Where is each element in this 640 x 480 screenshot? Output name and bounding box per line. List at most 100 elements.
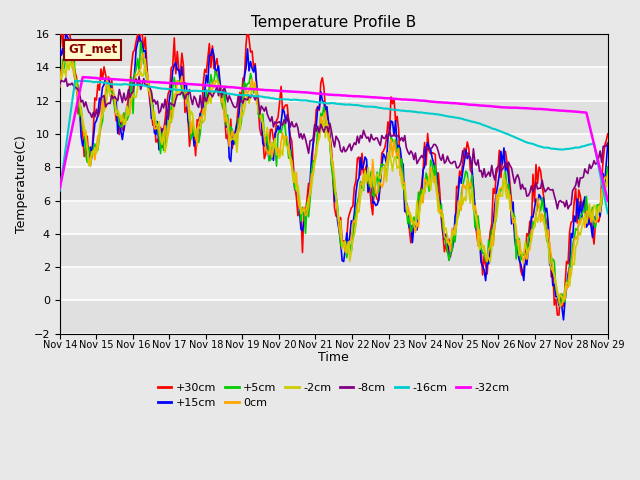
Bar <box>60 267 608 300</box>
-8cm <box>123 95 131 101</box>
-2cm <box>577 232 584 238</box>
Legend: +30cm, +15cm, +5cm, 0cm, -2cm, -8cm, -16cm, -32cm: +30cm, +15cm, +5cm, 0cm, -2cm, -8cm, -16… <box>154 378 514 413</box>
X-axis label: Time: Time <box>318 351 349 364</box>
+5cm <box>297 218 305 224</box>
+30cm <box>297 209 305 215</box>
-8cm <box>554 206 561 212</box>
Title: Temperature Profile B: Temperature Profile B <box>251 15 417 30</box>
-32cm <box>221 84 228 90</box>
-8cm <box>297 131 305 136</box>
+15cm <box>221 96 228 101</box>
-32cm <box>248 86 256 92</box>
Line: +30cm: +30cm <box>60 19 608 315</box>
-16cm <box>221 90 228 96</box>
0cm <box>239 104 247 109</box>
+15cm <box>248 66 256 72</box>
-2cm <box>604 176 612 181</box>
Bar <box>60 300 608 334</box>
-8cm <box>135 74 143 80</box>
+5cm <box>557 304 564 310</box>
+5cm <box>56 71 63 76</box>
0cm <box>65 42 73 48</box>
Line: +15cm: +15cm <box>60 35 608 320</box>
-32cm <box>125 77 132 83</box>
-16cm <box>56 188 63 193</box>
0cm <box>297 205 305 211</box>
+30cm <box>62 16 70 22</box>
-2cm <box>221 102 228 108</box>
+30cm <box>577 193 584 199</box>
-8cm <box>221 85 228 91</box>
-8cm <box>56 82 63 87</box>
Line: -32cm: -32cm <box>60 77 608 201</box>
+5cm <box>239 87 247 93</box>
-8cm <box>577 175 584 181</box>
0cm <box>604 172 612 178</box>
+30cm <box>221 111 228 117</box>
+15cm <box>62 32 70 37</box>
+15cm <box>604 141 612 146</box>
-2cm <box>56 74 63 80</box>
+15cm <box>577 199 584 204</box>
-2cm <box>123 104 131 110</box>
+30cm <box>239 75 247 81</box>
-16cm <box>125 82 132 87</box>
-16cm <box>239 93 247 98</box>
+5cm <box>125 113 132 119</box>
+30cm <box>604 131 612 137</box>
+15cm <box>125 111 132 117</box>
Y-axis label: Temperature(C): Temperature(C) <box>15 135 28 233</box>
+15cm <box>559 317 567 323</box>
+5cm <box>577 214 584 219</box>
Text: GT_met: GT_met <box>68 43 117 57</box>
+5cm <box>70 37 77 43</box>
0cm <box>557 303 564 309</box>
Bar <box>60 201 608 234</box>
0cm <box>248 76 256 82</box>
-2cm <box>297 211 305 216</box>
-8cm <box>604 140 612 146</box>
Line: +5cm: +5cm <box>60 40 608 307</box>
Line: -2cm: -2cm <box>60 59 608 301</box>
Line: -8cm: -8cm <box>60 77 608 209</box>
-16cm <box>81 78 88 84</box>
-2cm <box>248 83 256 88</box>
-2cm <box>559 299 567 304</box>
-32cm <box>56 185 63 191</box>
+5cm <box>604 164 612 170</box>
0cm <box>56 84 63 90</box>
-8cm <box>239 100 247 106</box>
-32cm <box>604 198 612 204</box>
+15cm <box>239 97 247 103</box>
-16cm <box>248 93 256 99</box>
-32cm <box>575 109 582 115</box>
0cm <box>577 221 584 227</box>
Bar <box>60 67 608 101</box>
-16cm <box>575 144 582 150</box>
+30cm <box>56 32 63 38</box>
+30cm <box>125 92 132 98</box>
Line: -16cm: -16cm <box>60 81 608 213</box>
Bar <box>60 234 608 267</box>
+30cm <box>555 312 563 318</box>
+30cm <box>248 48 256 54</box>
-32cm <box>239 85 247 91</box>
Bar <box>60 167 608 201</box>
Bar <box>60 101 608 134</box>
+15cm <box>297 226 305 232</box>
-32cm <box>79 74 86 80</box>
+5cm <box>248 78 256 84</box>
Line: 0cm: 0cm <box>60 45 608 306</box>
+15cm <box>56 45 63 51</box>
-2cm <box>239 113 247 119</box>
0cm <box>221 119 228 125</box>
-32cm <box>297 89 305 95</box>
-2cm <box>141 56 149 62</box>
0cm <box>125 111 132 117</box>
-16cm <box>297 97 305 103</box>
Bar <box>60 134 608 167</box>
-8cm <box>248 92 256 98</box>
Bar <box>60 34 608 67</box>
-16cm <box>604 210 612 216</box>
+5cm <box>221 84 228 89</box>
